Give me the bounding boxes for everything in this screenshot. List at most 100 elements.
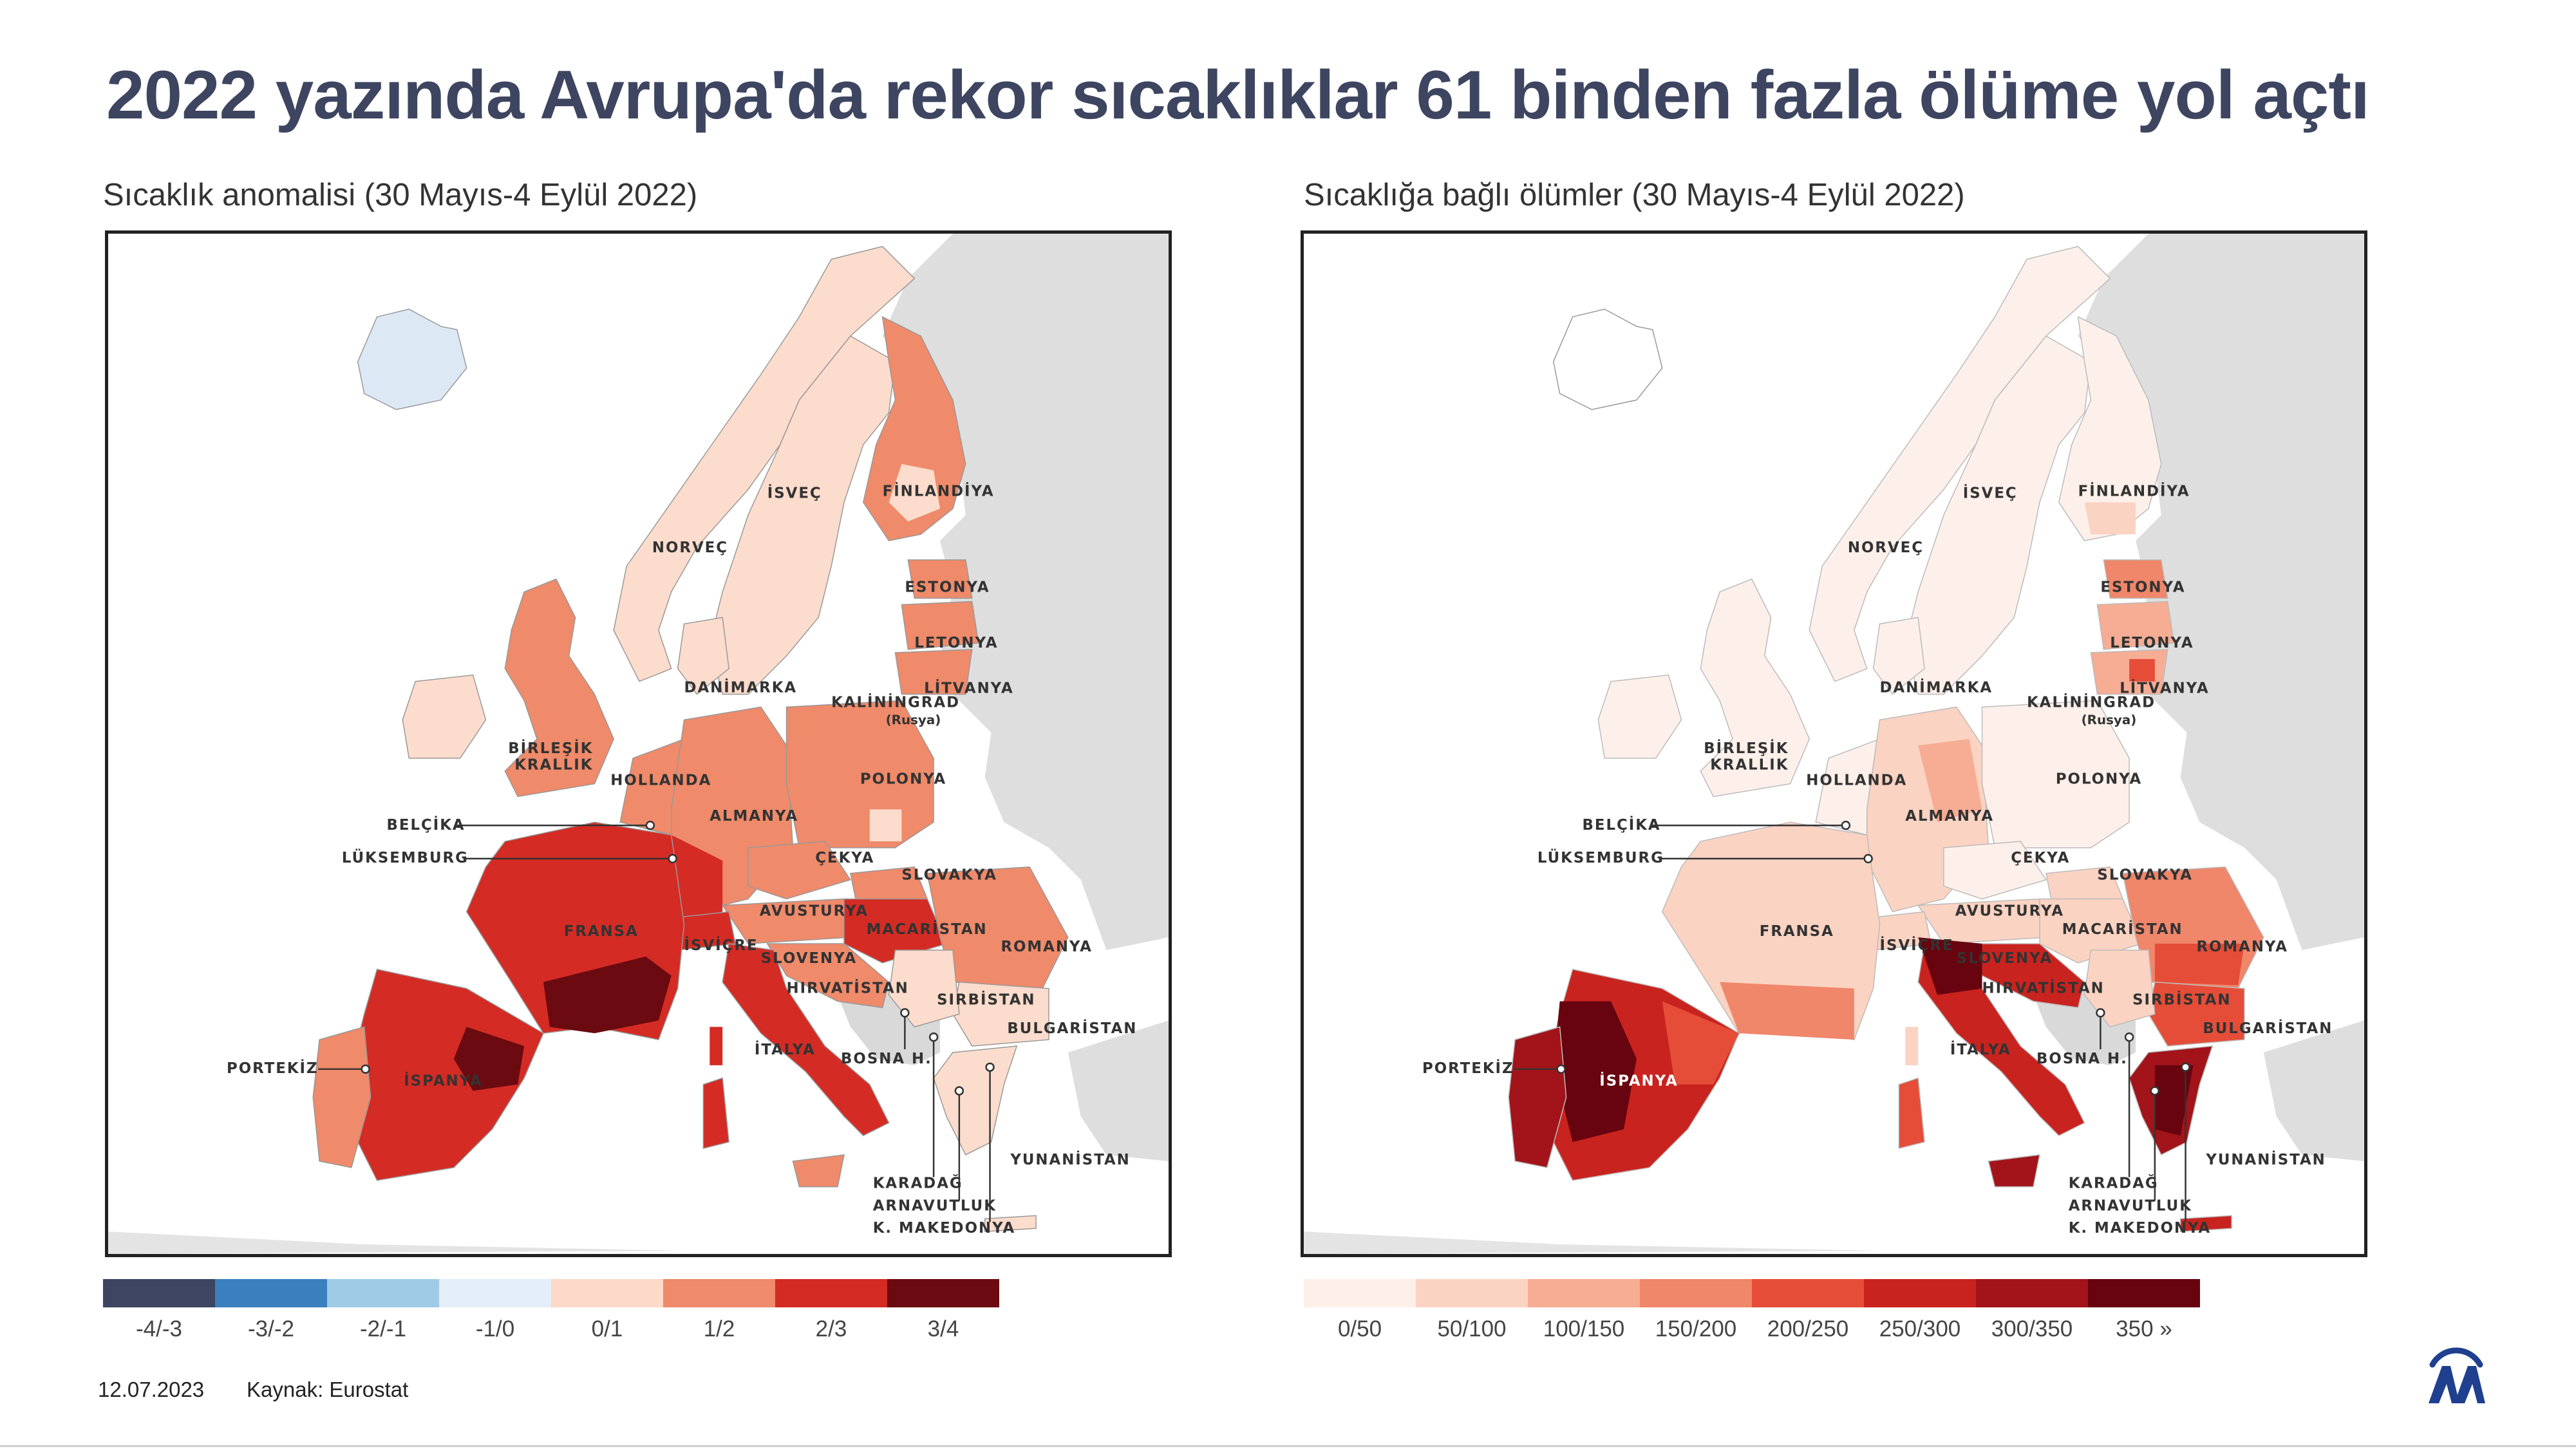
deaths-legend-label: 250/300 xyxy=(1879,1316,1961,1341)
makedonya-marker xyxy=(2181,1062,2190,1072)
iceland xyxy=(1552,308,1663,411)
label-slovakya: SLOVAKYA xyxy=(901,867,997,884)
spain-hotspot xyxy=(453,1027,525,1091)
sardinia xyxy=(702,1077,729,1149)
label-birlesik: BİRLEŞİK xyxy=(1704,739,1789,757)
deaths-legend-swatch xyxy=(1640,1279,1752,1307)
label-sirbistan: SIRBİSTAN xyxy=(2132,990,2231,1008)
label-rusya: (Rusya) xyxy=(2082,713,2137,727)
label-bulgaristan: BULGARİSTAN xyxy=(2203,1019,2333,1037)
anomaly-legend-item: 2/3 xyxy=(775,1279,887,1342)
poland-spot xyxy=(869,809,902,842)
temperature-anomaly-map-svg: İSVEÇ FİNLANDİYA NORVEÇ ESTONYA LETONYA … xyxy=(108,234,1169,1254)
label-luksemburg: LÜKSEMBURG xyxy=(342,848,469,866)
turkey-land xyxy=(1067,1020,1169,1161)
italy xyxy=(722,943,890,1137)
spain-hotspot xyxy=(1553,1001,1637,1143)
finland-south xyxy=(888,463,941,522)
estonia xyxy=(907,559,973,599)
deaths-legend-item: 50/100 xyxy=(1416,1279,1528,1342)
north-africa-land xyxy=(108,1231,684,1254)
anomaly-legend-swatch xyxy=(663,1279,775,1307)
sicily xyxy=(1988,1154,2040,1188)
anomaly-legend-label: 1/2 xyxy=(703,1316,735,1341)
sicily xyxy=(792,1154,845,1188)
anomaly-legend-item: 1/2 xyxy=(663,1279,775,1342)
label-almanya: ALMANYA xyxy=(710,808,798,825)
anomaly-legend-swatch xyxy=(775,1279,887,1307)
anomaly-legend-label: -2/-1 xyxy=(360,1316,406,1341)
belcika-marker xyxy=(1841,820,1851,830)
label-estonya: ESTONYA xyxy=(905,579,990,595)
anomaly-legend-item: -3/-2 xyxy=(215,1279,327,1342)
latvia xyxy=(2096,601,2175,650)
deaths-legend-label: 200/250 xyxy=(1767,1316,1849,1341)
aa-logo-icon xyxy=(2429,1347,2485,1403)
slovenia-croatia xyxy=(766,943,890,1009)
label-portekiz: PORTEKİZ xyxy=(1422,1059,1514,1077)
poland xyxy=(1981,700,2130,848)
label-danimarka: DANİMARKA xyxy=(684,678,798,696)
anomaly-legend-swatch xyxy=(103,1279,215,1307)
label-danimarka: DANİMARKA xyxy=(1880,678,1993,696)
label-makedonya: K. MAKEDONYA xyxy=(2069,1220,2211,1237)
label-litvanya: LİTVANYA xyxy=(924,678,1014,696)
label-portekiz: PORTEKİZ xyxy=(227,1059,319,1077)
deaths-legend-label: 150/200 xyxy=(1655,1316,1737,1341)
ireland xyxy=(402,674,487,759)
greece xyxy=(933,1045,1018,1155)
anomaly-legend-swatch xyxy=(551,1279,663,1307)
czechia xyxy=(1943,841,2047,900)
anomaly-legend-label: 3/4 xyxy=(927,1316,959,1341)
anomaly-legend-swatch xyxy=(215,1279,327,1307)
footer-source: Kaynak: Eurostat xyxy=(247,1378,409,1401)
france-south xyxy=(1720,982,1854,1040)
label-makedonya: K. MAKEDONYA xyxy=(873,1220,1015,1237)
spain-east xyxy=(1662,1001,1739,1085)
temperature-anomaly-map: İSVEÇ FİNLANDİYA NORVEÇ ESTONYA LETONYA … xyxy=(105,230,1172,1257)
ireland xyxy=(1597,674,1682,759)
label-isvicre: İSVİÇRE xyxy=(1880,936,1954,954)
label-birlesik: BİRLEŞİK xyxy=(508,739,593,757)
deaths-legend-item: 0/50 xyxy=(1304,1279,1416,1342)
label-isvicre: İSVİÇRE xyxy=(684,936,758,954)
france-hotspot xyxy=(543,956,672,1034)
makedonya-marker xyxy=(985,1062,995,1072)
label-isvec: İSVEÇ xyxy=(1963,483,2018,501)
label-karadag: KARADAĞ xyxy=(2069,1174,2159,1192)
deaths-legend-swatch xyxy=(1752,1279,1864,1307)
footer-date: 12.07.2023 xyxy=(98,1378,205,1401)
sweden xyxy=(709,335,896,695)
germany-zone xyxy=(1918,739,1982,823)
label-fransa: FRANSA xyxy=(564,923,639,940)
label-polonya: POLONYA xyxy=(860,771,946,788)
label-luksemburg: LÜKSEMBURG xyxy=(1537,848,1664,866)
deaths-legend-swatch xyxy=(1528,1279,1640,1307)
anomaly-legend-item: 3/4 xyxy=(887,1279,999,1342)
belcika-marker xyxy=(645,820,655,830)
anomaly-legend-item: -2/-1 xyxy=(327,1279,439,1342)
deaths-legend-label: 100/150 xyxy=(1543,1316,1625,1341)
deaths-legend-label: 300/350 xyxy=(1991,1316,2073,1341)
label-bosna: BOSNA H. xyxy=(841,1051,932,1067)
denmark xyxy=(1872,617,1925,695)
label-norvec: NORVEÇ xyxy=(652,539,728,556)
deaths-legend-swatch xyxy=(1416,1279,1528,1307)
anomaly-legend-label: -4/-3 xyxy=(136,1316,182,1341)
label-hirvatistan: HIRVATİSTAN xyxy=(787,979,909,997)
heat-deaths-map: İSVEÇ FİNLANDİYA NORVEÇ ESTONYA LETONYA … xyxy=(1301,230,2367,1257)
anomaly-legend-swatch xyxy=(327,1279,439,1307)
label-litvanya: LİTVANYA xyxy=(2120,678,2210,696)
serbia xyxy=(888,949,960,1028)
serbia xyxy=(2083,949,2156,1028)
sardinia xyxy=(1898,1077,1925,1149)
label-macaristan: MACARİSTAN xyxy=(867,920,988,938)
label-slovakya: SLOVAKYA xyxy=(2097,867,2192,884)
north-africa-land xyxy=(1304,1231,1880,1254)
bosna-marker xyxy=(900,1008,910,1018)
label-fransa: FRANSA xyxy=(1760,923,1834,940)
estonia xyxy=(2103,559,2168,599)
label-letonya: LETONYA xyxy=(2110,635,2194,651)
label-italya: İTALYA xyxy=(755,1040,816,1058)
anomaly-legend-label: 2/3 xyxy=(815,1316,847,1341)
